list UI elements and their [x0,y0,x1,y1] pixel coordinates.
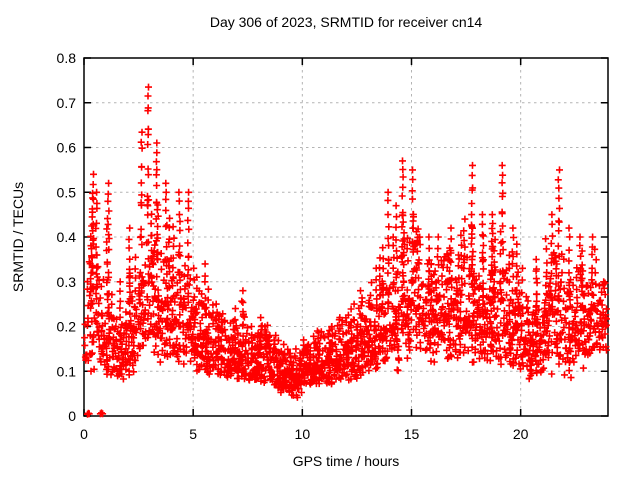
y-tick-label: 0.6 [57,140,77,156]
y-tick-label: 0.2 [57,319,77,335]
x-tick-label: 0 [80,426,88,442]
x-tick-label: 5 [189,426,197,442]
x-axis-label: GPS time / hours [292,453,400,469]
y-tick-label: 0.7 [57,95,77,111]
x-tick-label: 10 [295,426,311,442]
y-tick-label: 0.5 [57,184,77,200]
y-tick-label: 0.3 [57,274,77,290]
y-tick-label: 0.1 [57,363,77,379]
y-axis-label: SRMTID / TECUs [10,181,26,293]
data-points [81,83,610,418]
x-tick-label: 20 [513,426,529,442]
x-tick-label: 15 [404,426,420,442]
y-tick-label: 0.4 [57,229,77,245]
chart-title: Day 306 of 2023, SRMTID for receiver cn1… [209,14,483,30]
y-tick-label: 0 [68,408,76,424]
y-tick-label: 0.8 [57,50,77,66]
